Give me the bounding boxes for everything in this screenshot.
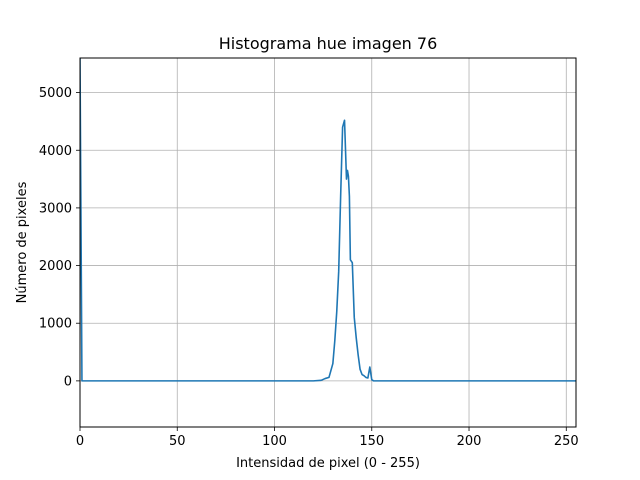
x-tick-label: 50	[169, 434, 186, 449]
x-tick-label: 150	[359, 434, 384, 449]
y-tick-label: 4000	[39, 144, 72, 159]
x-axis-label: Intensidad de pixel (0 - 255)	[236, 456, 420, 471]
y-tick-label: 1000	[39, 317, 72, 332]
grid-layer	[79, 58, 576, 427]
x-tick-label: 250	[554, 434, 579, 449]
y-tick-label: 5000	[39, 86, 72, 101]
y-tick-label: 0	[64, 374, 72, 389]
chart-title: Histograma hue imagen 76	[219, 34, 438, 53]
y-tick-label: 2000	[39, 259, 72, 274]
y-tick-label: 3000	[39, 201, 72, 216]
series-layer	[80, 58, 576, 382]
y-axis-label: Número de pixeles	[15, 181, 30, 303]
tick-layer: 0 50 100 150 200 250 0 1000 2000 3000 4000 5000	[39, 86, 579, 449]
plot-frame	[79, 57, 577, 428]
x-tick-label: 0	[76, 434, 84, 449]
x-tick-label: 200	[457, 434, 482, 449]
x-tick-label: 100	[262, 434, 287, 449]
series-line	[80, 58, 576, 382]
